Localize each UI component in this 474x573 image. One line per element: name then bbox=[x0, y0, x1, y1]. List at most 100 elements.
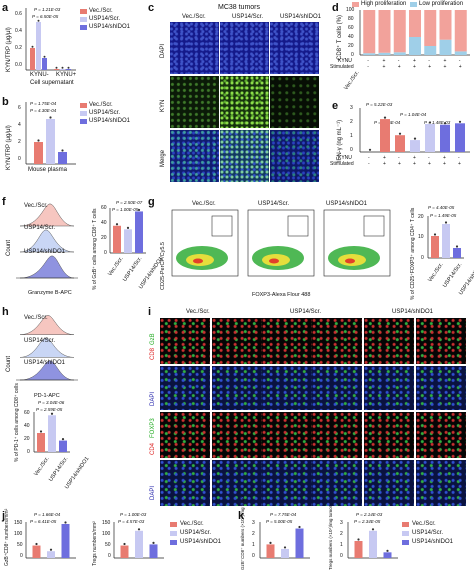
micrograph-i-r4-c4 bbox=[312, 460, 362, 506]
panel-c-title: MC38 tumors bbox=[218, 4, 261, 11]
panel-label-k: k bbox=[238, 510, 245, 522]
panel-a-pval-2: P = 6.50E-05 bbox=[32, 14, 59, 19]
micrograph-i-r1-c1 bbox=[160, 318, 210, 364]
panel-e-stim-sign-7: + bbox=[458, 161, 461, 167]
micrograph-i-r1-c2 bbox=[212, 318, 262, 364]
panel-j1-ytick-2: 100 bbox=[14, 531, 23, 537]
panel-d-ytick-5: 100 bbox=[346, 7, 355, 13]
panel-f-chart bbox=[109, 208, 146, 254]
micrograph-i-r2-c3 bbox=[262, 366, 312, 410]
panel-c-col-2: USP14/Scr. bbox=[232, 14, 264, 20]
panel-f-cap-1: Vec./Scr. bbox=[107, 256, 125, 278]
panel-k2-ytick-2: 2 bbox=[340, 531, 343, 537]
panel-label-g: g bbox=[148, 196, 155, 208]
panel-k1-chart bbox=[259, 522, 310, 559]
panel-k2-pval-2: P = 2.34E-05 bbox=[354, 519, 381, 524]
panel-j2-pval-2: P = 4.57E-03 bbox=[118, 519, 145, 524]
micrograph-c-dapi-vec bbox=[170, 22, 219, 74]
panel-d-high-bar-2 bbox=[378, 10, 391, 53]
panel-j1-bar-2 bbox=[47, 551, 55, 558]
panel-e-stim-sign-4: + bbox=[413, 161, 416, 167]
panel-e-ytick-1: 1 bbox=[350, 133, 353, 139]
panel-label-c: c bbox=[148, 2, 155, 14]
legend-k-usp: USP14/Scr. bbox=[412, 530, 444, 536]
panel-d-high-bar-1 bbox=[363, 10, 376, 54]
legend-a-usp: USP14/Scr. bbox=[89, 16, 121, 22]
panel-a-bar-KYNU+-3 bbox=[66, 69, 71, 70]
panel-a-point-KYNU+-1 bbox=[55, 66, 58, 69]
panel-a-xgroup-1: KYNU- bbox=[30, 72, 49, 78]
panel-a-point-KYNU--1 bbox=[31, 45, 34, 48]
panel-a-bar-KYNU--2 bbox=[36, 22, 41, 70]
panel-h-cap-1: Vec./Scr. bbox=[33, 456, 51, 478]
legend-k-swatch-usp bbox=[402, 531, 409, 536]
panel-d-stim-sign-6: + bbox=[443, 64, 447, 70]
panel-h-track-2: USP14/Scr. bbox=[24, 338, 56, 344]
panel-k2-bar-1 bbox=[354, 541, 363, 558]
panel-k1-ytick-1: 1 bbox=[252, 542, 255, 548]
panel-i-col-1: Vec./Scr. bbox=[186, 309, 210, 315]
panel-h-ytick-3: 60 bbox=[24, 410, 30, 416]
panel-d-row-stim: Stimulated bbox=[330, 64, 354, 70]
panel-f-pval-1: P = 2.50E-07 bbox=[116, 200, 143, 205]
panel-g-bar-3 bbox=[453, 248, 461, 258]
panel-e-bar-4 bbox=[410, 140, 420, 152]
panel-a-ytick-1: 0.2 bbox=[15, 45, 22, 51]
panel-label-e: e bbox=[332, 100, 339, 112]
micrograph-i-r1-c4 bbox=[312, 318, 362, 364]
panel-b-point-2 bbox=[49, 116, 52, 119]
panel-g-point-1 bbox=[433, 233, 437, 236]
panel-i-row4-dapi: DAPI bbox=[150, 485, 156, 500]
panel-h-ytick-2: 40 bbox=[24, 423, 30, 429]
panel-j-ylabel-1: GzB⁺CD8⁺ numbers/mm² bbox=[4, 508, 10, 566]
legend-b-sh: USP14/shIDO1 bbox=[89, 118, 131, 124]
panel-h-chart bbox=[33, 412, 70, 453]
panel-label-b: b bbox=[2, 96, 9, 108]
panel-e-kynu-sign-2: + bbox=[383, 155, 386, 161]
panel-i-row1-cd8: CD8 bbox=[150, 347, 156, 360]
panel-h-bar-ylabel: % of PD-1⁺ cells among CD8⁺ cells bbox=[14, 383, 20, 462]
panel-f-ytick-1: 20 bbox=[101, 235, 107, 241]
panel-h-bar-3 bbox=[59, 440, 67, 452]
panel-k1-point-3 bbox=[298, 525, 301, 529]
micrograph-c-merge-vec bbox=[170, 130, 219, 182]
panel-f-xlabel: Granzyme B-APC bbox=[28, 290, 72, 296]
panel-j1-chart bbox=[25, 521, 76, 559]
panel-j1-ytick-3: 150 bbox=[14, 520, 23, 526]
panel-g-flow-plots bbox=[171, 209, 391, 277]
panel-e-point-7 bbox=[458, 120, 462, 123]
panel-d-high-bar-4 bbox=[409, 10, 421, 37]
panel-e-bar-3 bbox=[395, 135, 405, 152]
panel-h-histogram bbox=[16, 315, 78, 381]
panel-e-stim-sign-6: + bbox=[443, 161, 446, 167]
panel-d-ytick-0: 0 bbox=[351, 52, 354, 58]
panel-j1-point-1 bbox=[35, 542, 38, 546]
panel-a-bar-KYNU+-2 bbox=[60, 69, 65, 70]
panel-h-ytick-1: 20 bbox=[24, 436, 30, 442]
panel-label-a: a bbox=[2, 2, 9, 14]
panel-c-row-1: DAPI bbox=[160, 43, 166, 58]
micrograph-i-r4-c5 bbox=[364, 460, 414, 506]
micrograph-i-r2-c6 bbox=[416, 366, 466, 410]
panel-f-pval-2: P = 1.00E-05 bbox=[112, 207, 139, 212]
panel-h-pval-1: P = 3.04E-06 bbox=[38, 400, 65, 405]
panel-h-point-3 bbox=[61, 438, 65, 441]
panel-label-i: i bbox=[148, 306, 152, 318]
panel-g-ylabel: CD25-PerCP/Cy5.5 bbox=[160, 242, 166, 290]
panel-e-pval-4: P = 1.48E-03 bbox=[424, 120, 451, 125]
panel-i-col-2: USP14/Scr. bbox=[290, 309, 322, 315]
panel-g-xlabel: FOXP3-Alexa Flour 488 bbox=[252, 292, 311, 298]
legend-k-vec: Vec./Scr. bbox=[412, 521, 436, 527]
panel-f-histogram bbox=[16, 203, 78, 279]
panel-h-histo-track-3 bbox=[19, 360, 75, 381]
panel-a-ytick-3: 0.6 bbox=[15, 11, 22, 17]
panel-d-stim-sign-5: + bbox=[428, 64, 432, 70]
panel-g-flow-peak-1 bbox=[193, 258, 203, 264]
panel-g-cap-2: USP14/Scr. bbox=[442, 262, 464, 289]
panel-k1-pval-2: P = 5.00E-05 bbox=[266, 519, 293, 524]
panel-e-kynu-sign-4: + bbox=[413, 155, 416, 161]
panel-d-ylabel: CD8⁺ T cells (%) bbox=[337, 15, 343, 60]
panel-k2-bar-2 bbox=[369, 530, 377, 558]
micrograph-c-kyn-sh bbox=[270, 76, 319, 128]
panel-h-track-3: USP14/shIDO1 bbox=[24, 360, 66, 366]
